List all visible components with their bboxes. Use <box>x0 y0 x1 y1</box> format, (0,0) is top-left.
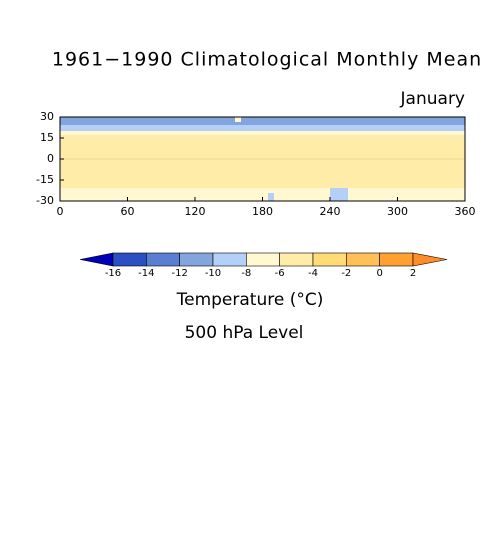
colorbar-box <box>279 252 314 267</box>
colorbar-label: -12 <box>171 268 187 279</box>
x-tick-label: 60 <box>121 205 135 218</box>
y-tick-label: 0 <box>47 152 54 165</box>
x-tick-label: 0 <box>57 205 64 218</box>
colorbar-box <box>379 252 414 267</box>
y-tick-label: -30 <box>36 194 54 207</box>
x-tick-label: 120 <box>185 205 206 218</box>
x-tick-label: 180 <box>252 205 273 218</box>
colorbar-box <box>146 252 180 267</box>
y-tick-label: -15 <box>36 173 54 186</box>
temperature-field <box>60 117 465 201</box>
colorbar-label: -10 <box>205 268 221 279</box>
title: 1961−1990 Climatological Monthly Mean <box>52 49 482 71</box>
x-tick-label: 300 <box>387 205 408 218</box>
colorbar-label: 2 <box>410 268 416 279</box>
colorbar-label: -2 <box>341 268 351 279</box>
colorbar-label: -16 <box>105 268 121 279</box>
colorbar-label: -14 <box>138 268 154 279</box>
colorbar-label: -4 <box>308 268 318 279</box>
subtitle: January <box>400 89 465 109</box>
colorbar-box <box>312 252 347 267</box>
colorbar-box <box>246 252 280 267</box>
colorbar-label: -8 <box>241 268 251 279</box>
caption-quantity: Temperature (°C) <box>176 290 324 310</box>
colorbar-box <box>179 252 214 267</box>
y-tick-label: 30 <box>40 110 54 123</box>
colorbar-box <box>112 252 147 267</box>
y-tick-label: 15 <box>40 131 54 144</box>
colorbar-label: -6 <box>275 268 285 279</box>
colorbar-label: 0 <box>376 268 382 279</box>
colorbar-box <box>212 252 247 267</box>
colorbar-box <box>346 252 380 267</box>
colorbar-low-end <box>79 252 114 267</box>
x-tick-label: 240 <box>320 205 341 218</box>
colorbar-high-end <box>412 252 448 267</box>
x-tick-label: 360 <box>455 205 476 218</box>
caption-level: 500 hPa Level <box>185 323 304 343</box>
